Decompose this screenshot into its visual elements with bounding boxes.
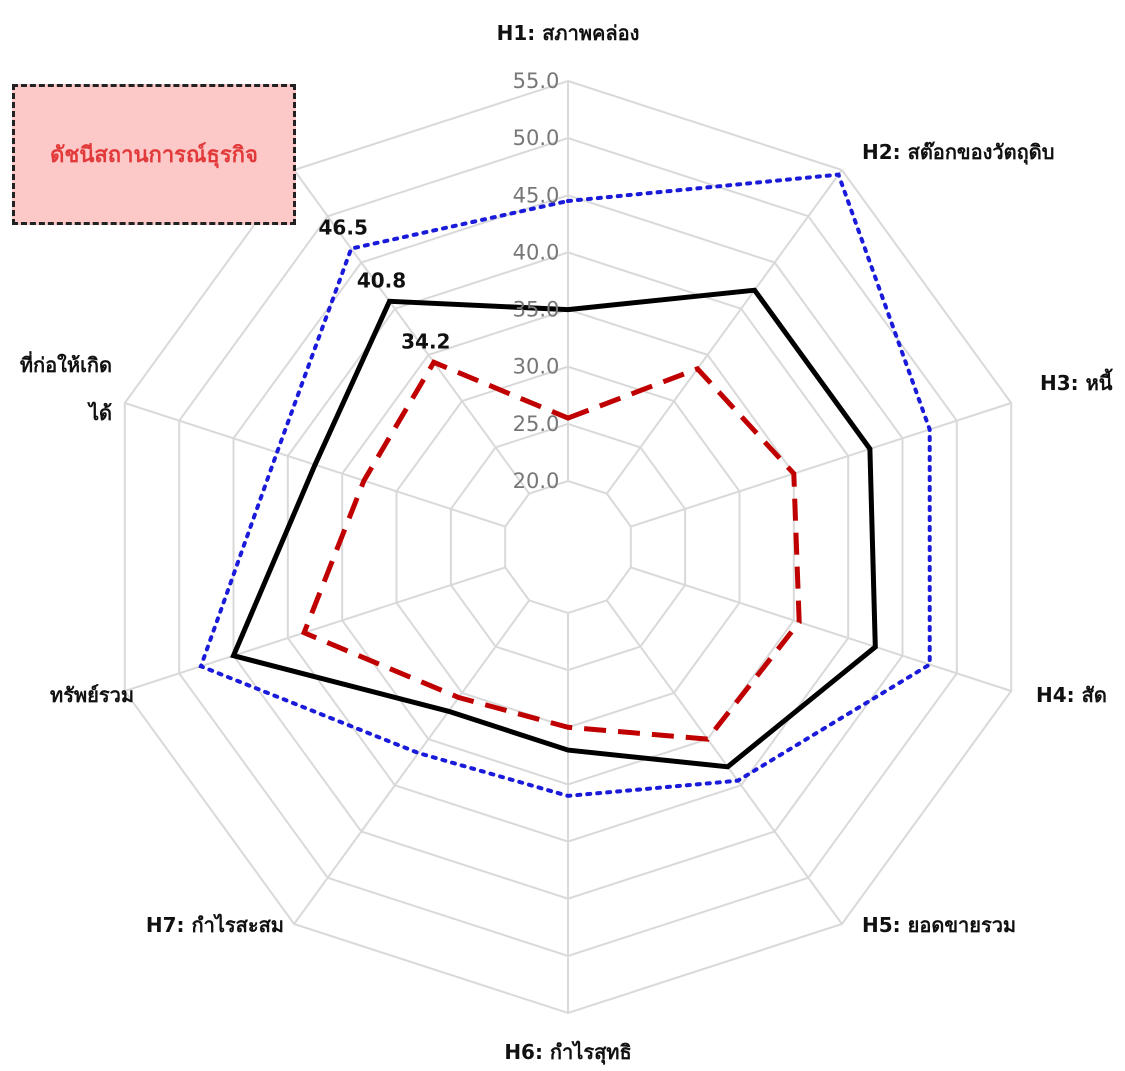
category-label: H4: สัด [1036, 683, 1107, 707]
grid-spoke [124, 566, 506, 692]
grid-spoke [605, 599, 843, 925]
grid-spoke [630, 402, 1012, 528]
tick-label: 50.0 [513, 126, 560, 150]
category-label: H6: กำไรสุทธิ [504, 1040, 631, 1065]
category-label: H2: สต๊อกของวัตถุดิบ [862, 140, 1054, 165]
data-label: 40.8 [357, 268, 406, 292]
radial-tick-labels: 20.0 25.0 30.0 35.0 40.0 45.0 50.0 55.0 [513, 69, 560, 493]
data-label: 46.5 [319, 216, 368, 240]
category-label: H3: หนี้ [1040, 368, 1114, 395]
tick-label: 20.0 [513, 469, 560, 493]
radar-series [198, 172, 932, 798]
tick-label: 35.0 [513, 298, 560, 322]
legend-box: ดัชนีสถานการณ์ธุรกิจ [12, 84, 296, 225]
category-label: ทรัพย์รวม [50, 683, 134, 707]
radar-grid [123, 79, 1013, 1015]
data-label: 34.2 [401, 329, 450, 353]
category-label: ได้ [87, 401, 112, 425]
category-label: H1: สภาพคล่อง [497, 21, 640, 45]
series-line-dotted [198, 172, 932, 798]
tick-label: 25.0 [513, 412, 560, 436]
tick-label: 40.0 [513, 240, 560, 264]
category-labels: H1: สภาพคล่อง H2: สต๊อกของวัตถุดิบ H3: หนี… [20, 21, 1114, 1065]
data-labels: 46.5 40.8 34.2 [319, 216, 451, 354]
category-label: H5: ยอดขายรวม [862, 913, 1016, 937]
category-label: H7: กำไรสะสม [146, 913, 284, 937]
tick-label: 55.0 [513, 69, 560, 93]
grid-spoke [630, 566, 1012, 692]
grid-spoke [605, 169, 843, 495]
grid-spoke [293, 169, 531, 495]
grid-spoke [293, 599, 531, 925]
tick-label: 30.0 [513, 355, 560, 379]
tick-label: 45.0 [513, 183, 560, 207]
category-label: ที่ก่อให้เกิด [20, 350, 112, 377]
legend-label: ดัชนีสถานการณ์ธุรกิจ [50, 143, 258, 168]
grid-ring [504, 479, 632, 615]
